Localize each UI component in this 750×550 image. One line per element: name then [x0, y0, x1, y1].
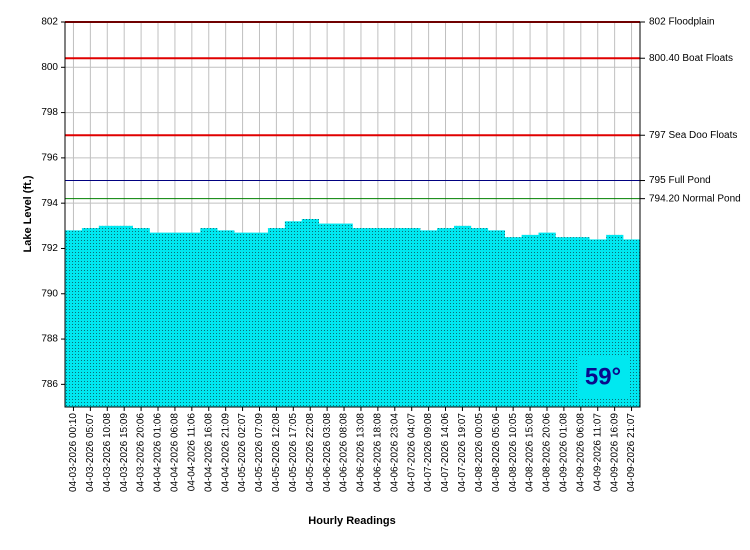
x-tick-label: 04-08-2026 20:06 [542, 413, 553, 492]
bar [504, 237, 522, 407]
y-tick-label: 786 [41, 379, 58, 390]
badge-background [578, 356, 628, 398]
bar [420, 230, 438, 407]
bar [352, 228, 370, 407]
plot-border [64, 21, 641, 408]
bar [487, 230, 506, 407]
x-tick-label: 04-07-2026 09:08 [423, 413, 434, 492]
x-tick-label: 04-04-2026 16:08 [203, 413, 214, 492]
bar [166, 232, 184, 407]
bar [335, 223, 353, 407]
bar [318, 223, 336, 407]
x-tick-label: 04-03-2026 05:07 [85, 413, 96, 492]
x-tick-label: 04-06-2026 23:04 [389, 413, 400, 492]
bar [386, 228, 404, 407]
x-tick-label: 04-03-2026 15:09 [119, 413, 130, 492]
x-tick-label: 04-06-2026 08:08 [339, 413, 350, 492]
x-tick-label: 04-09-2026 01:08 [559, 413, 570, 492]
bar [98, 225, 117, 407]
bar [234, 232, 252, 407]
bar [115, 225, 133, 407]
y-tick-label: 790 [41, 288, 58, 299]
x-tick-label: 04-05-2026 17:05 [288, 413, 299, 492]
x-tick-label: 04-04-2026 06:08 [170, 413, 181, 492]
y-tick-label: 800 [41, 62, 58, 73]
x-tick-label: 04-06-2026 18:08 [373, 413, 384, 492]
x-tick-label: 04-08-2026 15:08 [525, 413, 536, 492]
x-tick-label: 04-06-2026 03:08 [322, 413, 333, 492]
x-tick-label: 04-05-2026 07:09 [254, 413, 265, 492]
bar [183, 232, 201, 407]
bar [437, 228, 455, 407]
y-tick-label: 792 [41, 243, 58, 254]
reference-label: 795 Full Pond [649, 175, 711, 186]
x-tick-label: 04-06-2026 13:08 [356, 413, 367, 492]
bar [538, 232, 556, 407]
bar [284, 221, 303, 407]
y-tick-label: 798 [41, 107, 58, 118]
bar [369, 228, 387, 407]
x-tick-label: 04-09-2026 21:07 [626, 413, 637, 492]
bar [555, 237, 573, 407]
bar [470, 228, 489, 407]
bar [453, 225, 472, 407]
x-tick-label: 04-08-2026 10:05 [508, 413, 519, 492]
x-tick-label: 04-03-2026 20:06 [136, 413, 147, 492]
bar [200, 228, 218, 407]
bar [149, 232, 167, 407]
reference-label: 797 Sea Doo Floats [649, 130, 737, 141]
bar [251, 232, 269, 407]
x-tick-label: 04-04-2026 11:06 [186, 413, 197, 492]
badge: 59° [585, 363, 621, 390]
y-tick-label: 796 [41, 153, 58, 164]
x-tick-label: 04-05-2026 02:07 [237, 413, 248, 492]
x-tick-label: 04-08-2026 05:06 [491, 413, 502, 492]
bar [267, 228, 286, 407]
x-tick-label: 04-08-2026 00:05 [474, 413, 485, 492]
reference-label: 800.40 Boat Floats [649, 53, 733, 64]
y-tick-label: 788 [41, 334, 58, 345]
bar [65, 230, 83, 407]
x-tick-label: 04-03-2026 10:08 [102, 413, 113, 492]
bar [301, 219, 319, 407]
x-tick-label: 04-03-2026 00:10 [68, 413, 79, 492]
bar [217, 230, 235, 407]
y-tick-label: 802 [41, 17, 58, 28]
bar [81, 228, 100, 407]
x-tick-label: 04-09-2026 16:09 [609, 413, 620, 492]
x-axis-title: Hourly Readings [308, 515, 395, 527]
x-tick-label: 04-07-2026 19:07 [457, 413, 468, 492]
x-tick-label: 04-04-2026 01:06 [153, 413, 164, 492]
y-axis-title: Lake Level (ft.) [22, 175, 34, 252]
x-tick-label: 04-09-2026 06:08 [575, 413, 586, 492]
bar [521, 234, 539, 407]
x-tick-label: 04-04-2026 21:09 [220, 413, 231, 492]
x-tick-label: 04-05-2026 12:08 [271, 413, 282, 492]
reference-label: 802 Floodplain [649, 17, 715, 28]
x-tick-label: 04-09-2026 11:07 [592, 413, 603, 492]
x-tick-label: 04-07-2026 14:06 [440, 413, 451, 492]
x-tick-label: 04-07-2026 04:07 [406, 413, 417, 492]
x-tick-label: 04-05-2026 22:08 [305, 413, 316, 492]
bar [132, 228, 150, 407]
reference-label: 794.20 Normal Pond [649, 193, 741, 204]
y-tick-label: 794 [41, 198, 58, 209]
bar [403, 228, 421, 407]
